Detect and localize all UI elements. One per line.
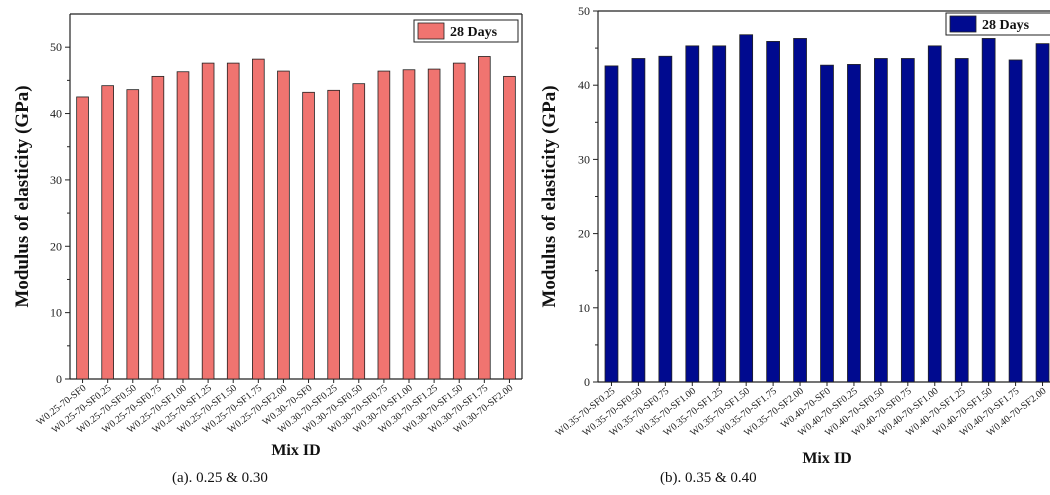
caption-b: (b). 0.35 & 0.40 [660, 470, 757, 486]
chart-b-bar [658, 55, 673, 383]
chart-b-y-tick-label: 50 [578, 4, 590, 18]
chart-a-bar [201, 62, 215, 380]
chart-b-bar [900, 58, 915, 383]
chart-a-bar [452, 62, 466, 380]
chart-b-bar [793, 38, 807, 383]
chart-a-bar [427, 68, 441, 380]
chart-b-y-tick-label: 10 [578, 301, 590, 315]
chart-a-bar [352, 83, 366, 380]
chart-b-bar [1035, 43, 1050, 383]
chart-a-bar [252, 58, 265, 380]
chart-a-y-tick-label: 40 [50, 107, 62, 121]
chart-b-x-axis-title: Mix ID [802, 450, 851, 467]
chart-a-bar [76, 96, 89, 380]
chart-b-legend-label: 28 Days [982, 18, 1030, 33]
chart-b-bar [685, 45, 700, 383]
chart-b-bar [847, 64, 861, 383]
chart-b-y-tick-label: 0 [584, 375, 590, 389]
chart-b-y-axis-title: Modulus of elasticity (GPa) [540, 85, 560, 307]
chart-a-bar [151, 75, 165, 380]
chart-a-bar [503, 75, 516, 380]
chart-b-y-tick-label: 40 [578, 78, 590, 92]
chart-b-bar [712, 45, 727, 383]
chart-a-legend-label: 28 Days [450, 25, 498, 40]
chart-a-y-axis-title: Modulus of elasticity (GPa) [12, 85, 33, 307]
chart-b-bar [604, 65, 619, 383]
caption-a: (a). 0.25 & 0.30 [172, 470, 268, 486]
chart-a-y-tick-label: 50 [50, 40, 62, 54]
chart-a-bar [101, 85, 114, 380]
chart-b-bar [927, 45, 942, 383]
chart-b-bar [766, 41, 780, 383]
chart-a-bar [302, 91, 315, 380]
chart-a-y-tick-label: 30 [50, 173, 62, 187]
chart-a-y-tick-label: 0 [56, 372, 62, 386]
chart-b-legend-swatch [949, 15, 977, 33]
chart-b: 01020304050W0.35-70-SF0.25W0.35-70-SF0.5… [540, 4, 1050, 467]
chart-a-bar [377, 70, 391, 380]
chart-a-y-tick-label: 10 [50, 306, 62, 320]
chart-b-bar [874, 58, 888, 383]
chart-b-bar [1008, 59, 1023, 383]
chart-a-bar [478, 56, 491, 380]
chart-b-y-tick-label: 20 [578, 227, 590, 241]
chart-a-y-tick-label: 20 [50, 239, 62, 253]
chart-a-bar [126, 89, 140, 380]
chart-a-bar [277, 70, 290, 380]
chart-a-legend-swatch [417, 22, 445, 40]
chart-b-bar [631, 58, 646, 383]
chart-b-bar [739, 34, 754, 383]
chart-a-bar [226, 62, 240, 380]
chart-b-bar [981, 38, 996, 383]
chart-a: 01020304050W0.25-70-SF0W0.25-70-SF0.25W0… [12, 13, 523, 459]
chart-b-bar [954, 58, 969, 383]
chart-a-x-axis-title: Mix ID [271, 442, 320, 459]
chart-b-y-tick-label: 30 [578, 152, 590, 166]
chart-b-bar [820, 64, 834, 383]
chart-a-bar [402, 69, 416, 380]
chart-a-bar [176, 71, 190, 380]
chart-a-bar [327, 89, 340, 380]
